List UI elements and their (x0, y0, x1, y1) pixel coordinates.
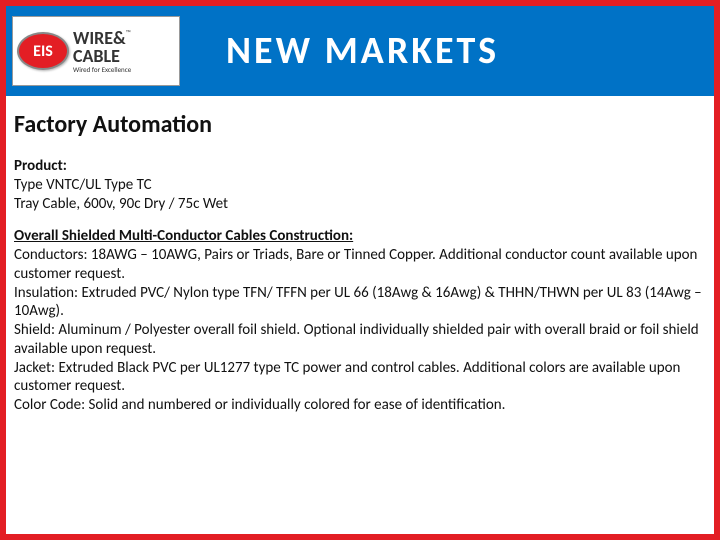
product-line-1: Type VNTC/UL Type TC (14, 176, 706, 195)
construction-heading: Overall Shielded Multi-Conductor Cables … (14, 227, 706, 246)
section-heading: Factory Automation (14, 110, 706, 139)
spec-colorcode: Color Code: Solid and numbered or indivi… (14, 396, 706, 415)
product-description: Type VNTC/UL Type TC Tray Cable, 600v, 9… (14, 176, 706, 214)
header-band: EIS WIRE&™ CABLE Wired for Excellence NE… (6, 6, 714, 96)
slide-title: NEW MARKETS (226, 28, 499, 74)
logo-tagline: Wired for Excellence (73, 66, 131, 73)
content-area: Factory Automation Product: Type VNTC/UL… (6, 96, 714, 423)
logo-badge-icon: EIS (17, 32, 69, 70)
spec-shield: Shield: Aluminum / Polyester overall foi… (14, 321, 706, 359)
product-line-2: Tray Cable, 600v, 90c Dry / 75c Wet (14, 195, 706, 214)
logo-wire-text: WIRE&™ (73, 29, 131, 47)
spec-jacket: Jacket: Extruded Black PVC per UL1277 ty… (14, 359, 706, 397)
product-label: Product: (14, 157, 706, 176)
logo-cable-text: CABLE (73, 47, 131, 65)
logo-tm: ™ (126, 28, 131, 37)
spec-conductors: Conductors: 18AWG – 10AWG, Pairs or Tria… (14, 246, 706, 284)
construction-body: Conductors: 18AWG – 10AWG, Pairs or Tria… (14, 246, 706, 415)
logo-text: WIRE&™ CABLE Wired for Excellence (73, 29, 131, 73)
spec-insulation: Insulation: Extruded PVC/ Nylon type TFN… (14, 284, 706, 322)
company-logo: EIS WIRE&™ CABLE Wired for Excellence (12, 16, 180, 86)
logo-line1: WIRE& (73, 27, 126, 49)
